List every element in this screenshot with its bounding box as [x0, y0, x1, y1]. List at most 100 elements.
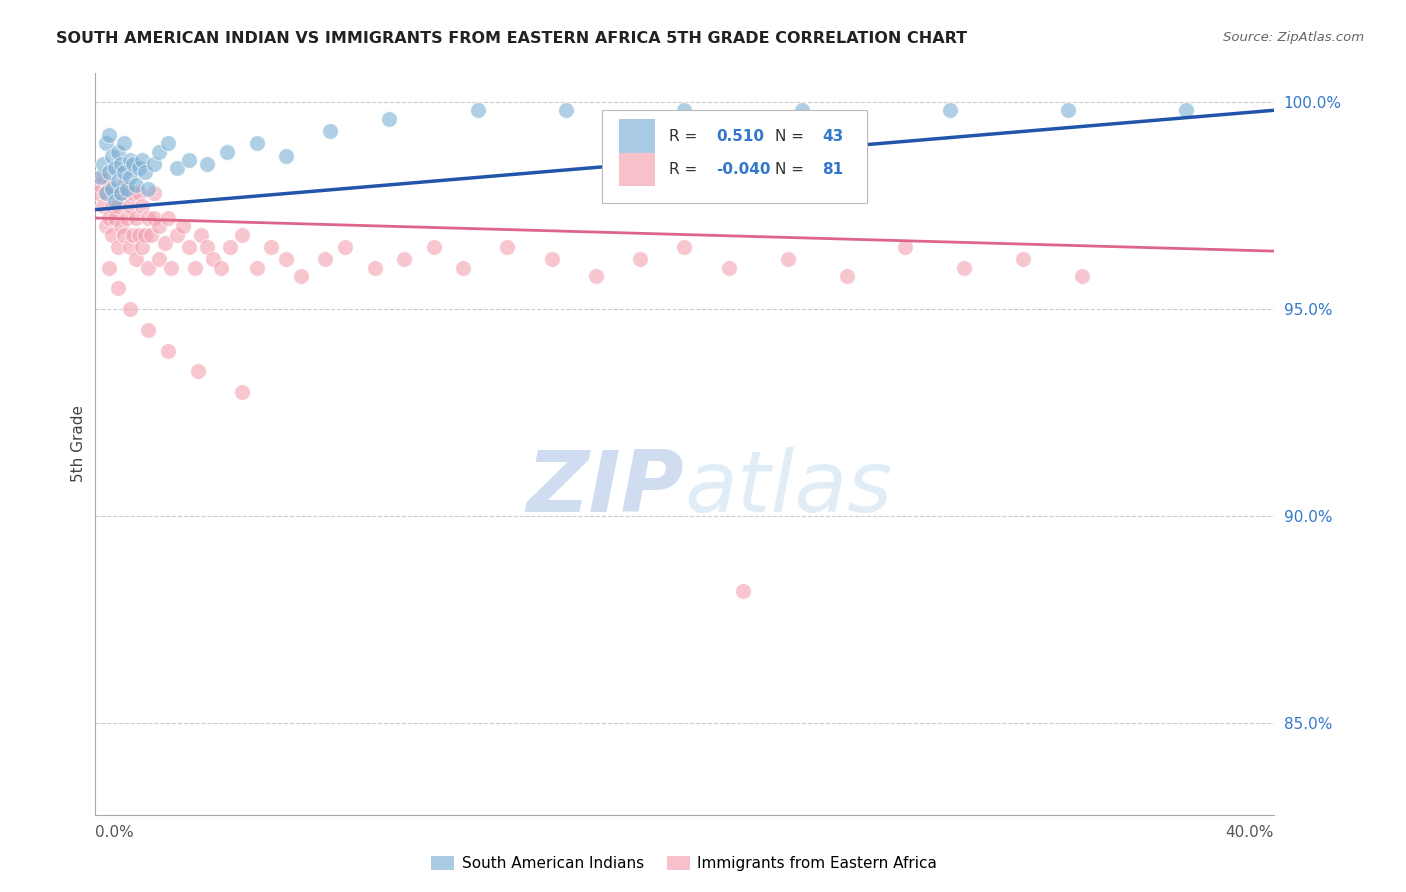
- Point: [776, 252, 799, 267]
- Point: [585, 268, 607, 283]
- Text: atlas: atlas: [685, 447, 893, 530]
- Point: [148, 145, 170, 159]
- Point: [101, 198, 124, 212]
- Point: [107, 145, 129, 159]
- Point: [98, 128, 121, 142]
- Y-axis label: 5th Grade: 5th Grade: [72, 405, 86, 483]
- Point: [112, 178, 135, 192]
- Point: [101, 227, 124, 242]
- Point: [125, 252, 148, 267]
- Point: [142, 211, 165, 225]
- Point: [136, 182, 159, 196]
- Point: [148, 252, 170, 267]
- Point: [118, 240, 141, 254]
- Point: [392, 252, 415, 267]
- Point: [177, 153, 200, 167]
- Point: [101, 182, 124, 196]
- Point: [131, 240, 153, 254]
- Point: [1012, 252, 1035, 267]
- Point: [136, 211, 159, 225]
- Point: [276, 149, 298, 163]
- Point: [98, 165, 121, 179]
- Point: [467, 103, 489, 118]
- Point: [98, 178, 121, 192]
- Point: [110, 186, 132, 201]
- Point: [160, 260, 183, 275]
- Point: [115, 182, 138, 196]
- Point: [128, 227, 150, 242]
- Point: [110, 219, 132, 234]
- Point: [260, 240, 283, 254]
- Point: [717, 260, 740, 275]
- Point: [894, 240, 917, 254]
- Point: [231, 384, 253, 399]
- Point: [131, 153, 153, 167]
- Point: [1174, 103, 1197, 118]
- Point: [231, 227, 253, 242]
- Point: [540, 252, 562, 267]
- Point: [136, 323, 159, 337]
- Point: [673, 240, 696, 254]
- Point: [118, 302, 141, 317]
- Point: [115, 211, 138, 225]
- Point: [112, 227, 135, 242]
- Point: [96, 136, 118, 151]
- Point: [496, 240, 519, 254]
- Text: R =: R =: [669, 128, 697, 144]
- Point: [166, 161, 188, 176]
- Point: [134, 227, 156, 242]
- Point: [96, 219, 118, 234]
- Point: [104, 194, 127, 209]
- Text: -0.040: -0.040: [716, 161, 770, 177]
- Point: [628, 252, 651, 267]
- Point: [157, 136, 180, 151]
- Point: [733, 583, 755, 598]
- Point: [157, 343, 180, 358]
- Point: [89, 169, 111, 184]
- Point: [201, 252, 224, 267]
- Point: [125, 211, 148, 225]
- Point: [104, 161, 127, 176]
- Point: [451, 260, 474, 275]
- Point: [107, 240, 129, 254]
- Point: [118, 198, 141, 212]
- Point: [177, 240, 200, 254]
- Point: [187, 364, 209, 378]
- Point: [112, 165, 135, 179]
- Point: [104, 211, 127, 225]
- Text: Source: ZipAtlas.com: Source: ZipAtlas.com: [1223, 31, 1364, 45]
- Point: [792, 103, 814, 118]
- Point: [364, 260, 387, 275]
- Point: [93, 169, 115, 184]
- Point: [142, 157, 165, 171]
- Point: [122, 186, 145, 201]
- Point: [98, 211, 121, 225]
- Point: [110, 157, 132, 171]
- Point: [195, 240, 218, 254]
- Point: [555, 103, 578, 118]
- Text: 0.0%: 0.0%: [94, 825, 134, 840]
- Point: [166, 227, 188, 242]
- Point: [89, 178, 111, 192]
- Point: [128, 161, 150, 176]
- Text: 81: 81: [823, 161, 844, 177]
- Point: [938, 103, 960, 118]
- Point: [1071, 268, 1094, 283]
- Point: [1056, 103, 1078, 118]
- Point: [107, 198, 129, 212]
- Point: [335, 240, 357, 254]
- Text: R =: R =: [669, 161, 697, 177]
- Point: [115, 186, 138, 201]
- Point: [319, 124, 342, 138]
- FancyBboxPatch shape: [620, 120, 655, 153]
- Point: [953, 260, 976, 275]
- Point: [86, 186, 108, 201]
- Text: 0.510: 0.510: [716, 128, 765, 144]
- Point: [195, 157, 218, 171]
- Point: [118, 169, 141, 184]
- Point: [107, 281, 129, 295]
- Point: [101, 149, 124, 163]
- Point: [276, 252, 298, 267]
- Point: [93, 157, 115, 171]
- Point: [142, 186, 165, 201]
